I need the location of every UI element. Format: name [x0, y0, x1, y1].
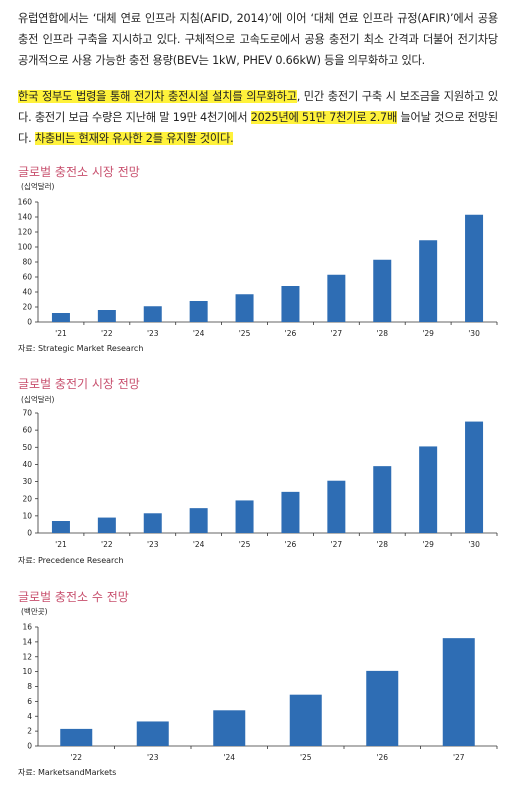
x-tick-label: '22: [70, 753, 82, 762]
y-tick-label: 80: [22, 258, 32, 267]
y-tick-label: 8: [27, 682, 32, 691]
bar: [235, 294, 254, 322]
x-tick-label: '27: [453, 753, 465, 762]
y-tick-label: 0: [27, 529, 32, 538]
bar: [51, 521, 70, 533]
bar: [289, 694, 322, 746]
bar: [136, 721, 169, 746]
y-tick-label: 4: [27, 712, 32, 721]
chart-title: 글로벌 충전소 시장 전망: [18, 165, 140, 179]
bar: [327, 274, 346, 322]
x-tick-label: '27: [331, 540, 343, 549]
y-tick-label: 30: [22, 477, 32, 486]
y-tick-label: 0: [27, 742, 32, 751]
chart-source: 자료: MarketsandMarkets: [18, 768, 117, 777]
y-tick-label: 70: [22, 409, 32, 418]
y-tick-label: 120: [18, 228, 33, 237]
bar: [373, 259, 392, 322]
x-tick-label: '26: [285, 329, 297, 338]
x-tick-label: '26: [376, 753, 388, 762]
bar: [97, 517, 116, 533]
y-tick-label: 60: [22, 426, 32, 435]
x-tick-label: '25: [239, 540, 251, 549]
y-tick-label: 20: [22, 303, 32, 312]
bar: [281, 286, 300, 322]
y-tick-label: 0: [27, 318, 32, 327]
x-tick-label: '21: [55, 540, 67, 549]
bar: [143, 306, 162, 322]
y-tick-label: 60: [22, 273, 32, 282]
y-tick-label: 10: [22, 511, 32, 520]
chart-unit-label: (십억달러): [21, 182, 55, 191]
chart-unit-label: (십억달러): [21, 395, 55, 404]
x-tick-label: '25: [300, 753, 312, 762]
y-tick-label: 140: [18, 213, 33, 222]
x-tick-label: '23: [147, 753, 159, 762]
bar: [419, 240, 438, 322]
bar: [465, 214, 484, 322]
bar: [373, 466, 392, 533]
x-tick-label: '23: [147, 329, 159, 338]
bar: [366, 670, 399, 746]
y-tick-label: 40: [22, 460, 32, 469]
chart-source: 자료: Strategic Market Research: [18, 344, 144, 353]
highlight-2025-forecast: 2025년에 51만 7천기로 2.7배: [250, 111, 398, 124]
bar: [442, 638, 475, 746]
bar: [327, 480, 346, 533]
bar: [281, 491, 300, 533]
chart-source: 자료: Precedence Research: [18, 556, 124, 565]
y-tick-label: 12: [22, 652, 32, 661]
x-tick-label: '22: [101, 329, 113, 338]
x-tick-label: '24: [223, 753, 235, 762]
y-tick-label: 10: [22, 667, 32, 676]
bar: [419, 446, 438, 533]
chart-title: 글로벌 충전기 시장 전망: [18, 377, 140, 391]
paragraph-afir-text: 유럽연합에서는 ‘대체 연료 인프라 지침(AFID, 2014)’에 이어 ‘…: [18, 12, 498, 67]
chart-title: 글로벌 충전소 수 전망: [18, 590, 129, 604]
x-tick-label: '30: [468, 329, 480, 338]
y-tick-label: 50: [22, 443, 32, 452]
y-tick-label: 16: [22, 623, 32, 632]
bar: [465, 421, 484, 533]
x-tick-label: '26: [285, 540, 297, 549]
bar: [143, 513, 162, 533]
highlight-mandate: 한국 정부도 법령을 통해 전기차 충전시설 설치를 의무화하고: [18, 90, 297, 103]
x-tick-label: '30: [468, 540, 480, 549]
x-tick-label: '25: [239, 329, 251, 338]
x-tick-label: '22: [101, 540, 113, 549]
x-tick-label: '24: [193, 540, 205, 549]
x-tick-label: '28: [376, 540, 388, 549]
chart-charging-station-count: (백만곳) 0 2 4 6 8 10 12 14 16 '22 '23 '24 '25 '26 '27: [21, 606, 498, 762]
y-tick-label: 20: [22, 494, 32, 503]
x-tick-label: '29: [422, 540, 434, 549]
bar: [189, 508, 208, 533]
paragraph-afir: 유럽연합에서는 ‘대체 연료 인프라 지침(AFID, 2014)’에 이어 ‘…: [18, 8, 498, 71]
paragraph-korea: 한국 정부도 법령을 통해 전기차 충전시설 설치를 의무화하고, 민간 충전기…: [18, 86, 498, 149]
y-tick-label: 160: [18, 198, 33, 207]
x-tick-label: '21: [55, 329, 67, 338]
bar: [213, 710, 246, 746]
chart-charger-market: (십억달러) 0 10 20 30 40 50 60 70 '21 '22 '23 '24 '25 '26 '…: [21, 395, 498, 549]
y-tick-label: 14: [22, 637, 32, 646]
y-tick-label: 100: [18, 243, 33, 252]
bar: [235, 500, 254, 533]
x-tick-label: '24: [193, 329, 205, 338]
highlight-car-charger-ratio: 차충비는 현재와 유사한 2를 유지할 것이다.: [34, 132, 234, 145]
bar: [189, 301, 208, 322]
y-tick-label: 2: [27, 727, 32, 736]
bar: [60, 728, 93, 746]
bar: [51, 313, 70, 322]
bar: [97, 310, 116, 322]
x-tick-label: '29: [422, 329, 434, 338]
y-tick-label: 6: [27, 697, 32, 706]
paragraph-korea-text-1: , 민간 충전기 구축 시 보조금을 지원하고 있다. 충전기 보급 수량은 지…: [18, 90, 498, 124]
chart-charging-station-market: (십억달러) 0 20 40 60 80 100 120 140 160 '21 '22 '23 '24 '…: [18, 182, 498, 338]
x-tick-label: '23: [147, 540, 159, 549]
x-tick-label: '28: [376, 329, 388, 338]
chart-unit-label: (백만곳): [21, 606, 48, 616]
x-tick-label: '27: [331, 329, 343, 338]
paragraph-korea-text-2: 늘어날 것으로 전망된다.: [18, 111, 498, 145]
y-tick-label: 40: [22, 288, 32, 297]
